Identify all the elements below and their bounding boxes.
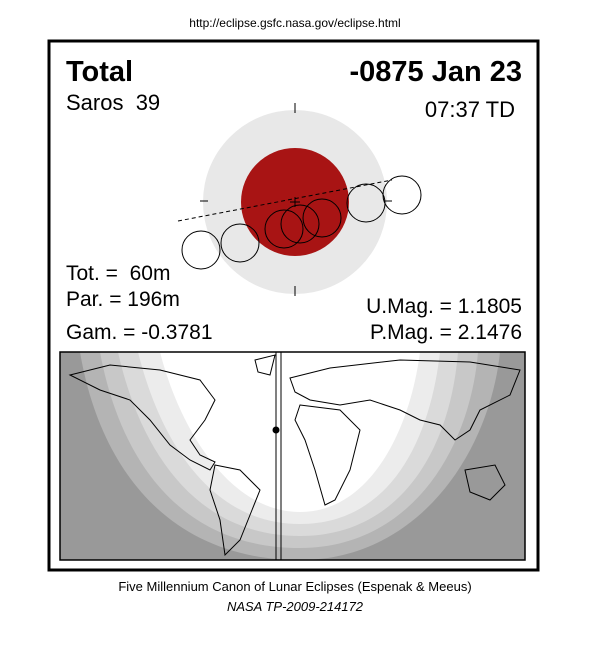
time: 07:37 TD xyxy=(425,97,515,122)
moon xyxy=(382,175,422,215)
moon xyxy=(181,230,221,270)
gamma: Gam. = -0.3781 xyxy=(66,321,213,344)
full-visibility xyxy=(160,352,420,512)
saros: Saros 39 xyxy=(66,90,160,115)
eclipse-date: -0875 Jan 23 xyxy=(349,56,522,88)
moon xyxy=(220,223,260,263)
url: http://eclipse.gsfc.nasa.gov/eclipse.htm… xyxy=(189,16,400,30)
partial: Par. = 196m xyxy=(66,288,180,311)
coastlines xyxy=(68,354,521,557)
totality: Tot. = 60m xyxy=(66,262,170,285)
reference: NASA TP-2009-214172 xyxy=(227,599,364,614)
map-border xyxy=(59,351,526,561)
moon xyxy=(280,204,320,244)
penumbral-magnitude: P.Mag. = 2.1476 xyxy=(370,321,522,344)
canon: Five Millennium Canon of Lunar Eclipses … xyxy=(118,579,471,594)
moon xyxy=(264,209,304,249)
umbral-magnitude: U.Mag. = 1.1805 xyxy=(366,295,522,318)
moon-positions xyxy=(181,175,422,270)
frame xyxy=(47,39,540,572)
shadow-diagram xyxy=(177,103,422,296)
greatest-eclipse-point xyxy=(272,426,280,434)
world-map xyxy=(59,351,526,561)
moon-path xyxy=(177,179,393,222)
moon xyxy=(302,198,342,238)
eclipse-type: Total xyxy=(66,56,133,88)
